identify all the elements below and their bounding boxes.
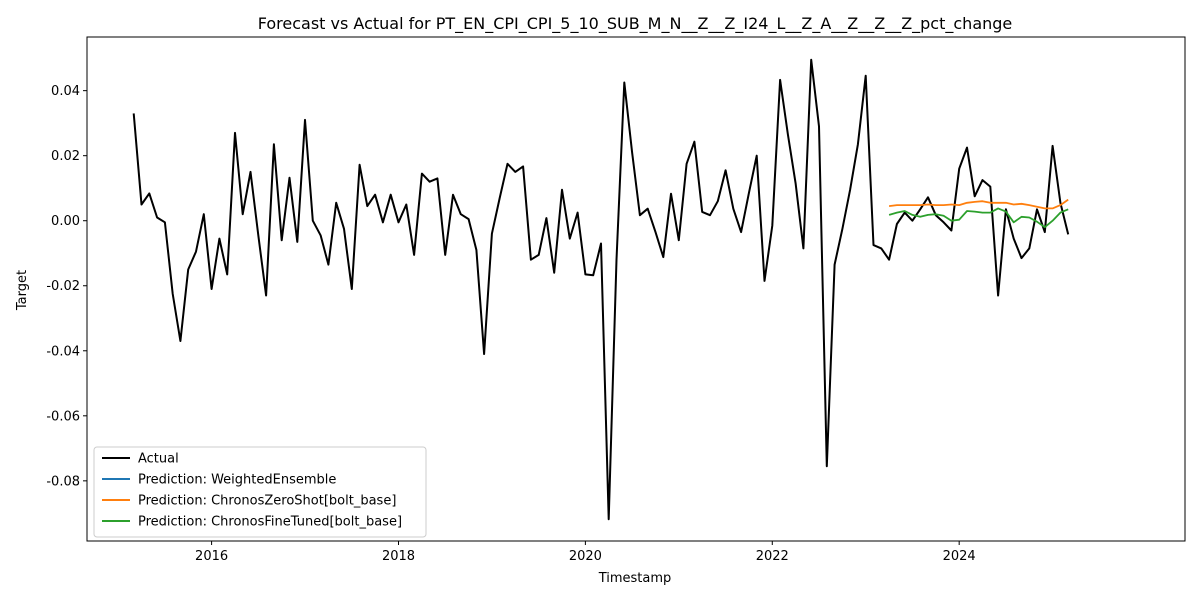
legend-label: Actual: [138, 452, 179, 467]
plot-area: 2016 2018 2020 2022 2024 0.04 0.02 0.00 -0.02 -0.…: [46, 36, 1186, 564]
legend-label: Prediction: ChronosFineTuned[bolt_base]: [138, 515, 402, 530]
x-tick-label: 2020: [569, 549, 602, 564]
y-tick-label: 0.04: [51, 84, 80, 99]
y-tick-label: -0.02: [46, 279, 80, 294]
x-tick-label: 2022: [756, 549, 789, 564]
legend-box: [93, 446, 427, 538]
y-tick-label: 0.02: [51, 149, 80, 164]
legend-label: Prediction: WeightedEnsemble: [138, 473, 336, 488]
y-tick-label: 0.00: [51, 214, 80, 229]
series-line-prediction-3: [888, 207, 1069, 229]
chart-title: Forecast vs Actual for PT_EN_CPI_CPI_5_1…: [258, 14, 1013, 34]
x-axis-label: Timestamp: [598, 571, 672, 586]
series-line-actual: [132, 58, 1070, 521]
x-tick-label: 2024: [943, 549, 976, 564]
plot-frame: [86, 36, 1186, 542]
y-tick-label: -0.08: [46, 474, 80, 489]
legend-label: Prediction: ChronosZeroShot[bolt_base]: [138, 494, 396, 509]
x-tick-label: 2018: [382, 549, 415, 564]
y-tick-label: -0.04: [46, 344, 80, 359]
series-line-prediction-2: [888, 198, 1069, 210]
y-tick-label: -0.06: [46, 409, 80, 424]
series-lines: [132, 58, 1070, 521]
x-tick-label: 2016: [195, 549, 228, 564]
y-axis-label: Target: [15, 270, 30, 311]
legend: Actual Prediction: WeightedEnsemble Predic…: [93, 446, 427, 538]
